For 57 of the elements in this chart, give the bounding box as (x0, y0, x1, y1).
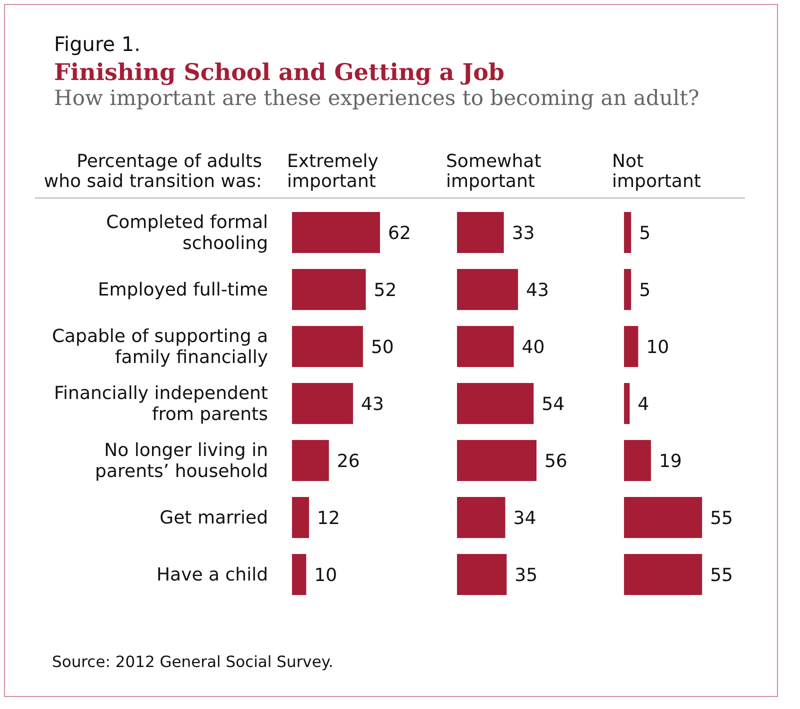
data-label: 10 (646, 336, 670, 358)
data-label: 4 (638, 394, 650, 415)
bar (457, 326, 514, 368)
data-label: 34 (513, 508, 536, 529)
bar (624, 440, 651, 482)
source-note: Source: 2012 General Social Survey. (52, 653, 334, 671)
y-tick-label: Have a child (156, 564, 268, 586)
text: Finishing School and Getting a Job (54, 59, 505, 86)
bar (457, 268, 518, 310)
data-label: 56 (544, 450, 568, 472)
bar (624, 382, 630, 424)
bar (624, 326, 638, 368)
bar (292, 554, 306, 596)
caption: Figure 1. (54, 32, 141, 56)
data-label: 40 (522, 336, 545, 358)
bar (624, 496, 702, 538)
chart-title: Somewhat important (446, 151, 542, 192)
bar (292, 440, 329, 482)
data-label: 10 (314, 564, 338, 586)
chart-title: Not important (612, 151, 701, 192)
y-tick-label: Completed formal schooling (106, 212, 268, 254)
y-axis-title: Percentage of adults who said transition was: (44, 151, 262, 192)
bar (292, 326, 363, 368)
y-tick-label: Financially independent from parents (54, 383, 268, 425)
bar (624, 268, 632, 310)
data-label: 62 (388, 222, 411, 244)
bar (457, 382, 534, 424)
bar (624, 212, 632, 254)
bar (292, 496, 310, 538)
bar (457, 496, 506, 538)
data-label: 55 (710, 564, 733, 586)
data-label: 33 (512, 222, 535, 244)
y-tick-label: No longer living in parents’ household (95, 440, 268, 482)
data-label: 12 (317, 508, 340, 529)
bar (292, 212, 380, 254)
data-label: 19 (658, 450, 682, 472)
data-label: 52 (374, 280, 397, 301)
bar (292, 382, 354, 424)
data-label: 43 (526, 280, 549, 301)
chart-title: Extremely important (287, 151, 379, 192)
data-label: 50 (370, 336, 394, 358)
y-tick-label: Get married (160, 508, 268, 528)
bar (624, 554, 702, 596)
data-label: 5 (639, 222, 651, 244)
data-label: 54 (542, 394, 565, 415)
bar (292, 268, 366, 310)
y-tick-label: Capable of supporting a family financially (52, 326, 268, 368)
data-label: 5 (639, 280, 651, 301)
data-label: 43 (361, 394, 384, 415)
bar (457, 440, 536, 482)
y-tick-label: Employed full-time (98, 280, 268, 300)
data-label: 35 (514, 564, 538, 586)
bar (457, 554, 507, 596)
data-label: 55 (710, 508, 733, 529)
data-label: 26 (336, 450, 360, 472)
text: How important are these experiences to becoming an adult? (54, 86, 700, 110)
bar (457, 212, 504, 254)
